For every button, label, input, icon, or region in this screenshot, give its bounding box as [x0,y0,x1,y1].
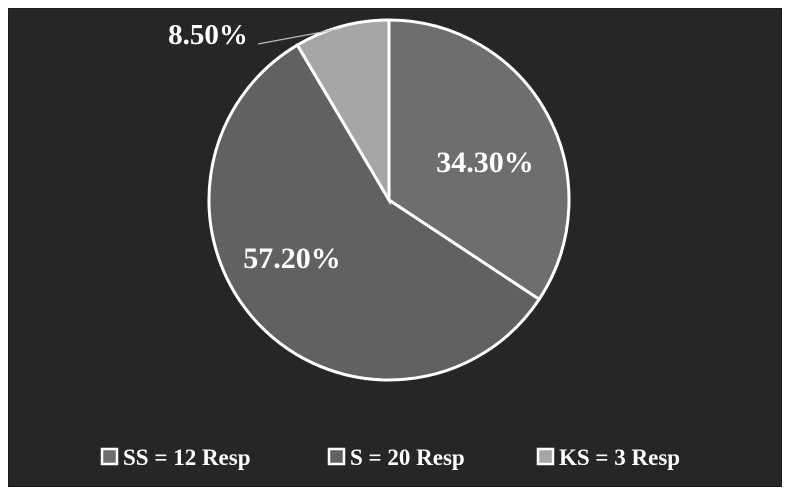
slice-label-1: 34.30% [436,146,534,179]
legend-entry-3: KS = 3 Resp [536,445,680,470]
pie-slice-3 [295,18,391,206]
legend-entry-2: S = 20 Resp [327,445,465,470]
pie-slices [207,18,571,382]
leader-line [257,27,343,45]
slice-labels: 34.30% 57.20% 8.50% [168,19,534,275]
slice-label-2: 57.20% [243,242,341,275]
legend-swatch-2 [327,447,346,466]
pie-slice-2 [207,43,542,382]
legend-entry-1: SS = 12 Resp [100,445,251,470]
legend: SS = 12 Resp S = 20 Resp KS = 3 Resp [100,445,680,470]
slice-label-3: 8.50% [168,19,248,51]
legend-label-2: S = 20 Resp [350,445,465,470]
legend-label-1: SS = 12 Resp [123,445,251,470]
legend-label-3: KS = 3 Resp [559,445,680,470]
legend-swatch-1 [100,447,119,466]
legend-swatch-3 [536,447,555,466]
